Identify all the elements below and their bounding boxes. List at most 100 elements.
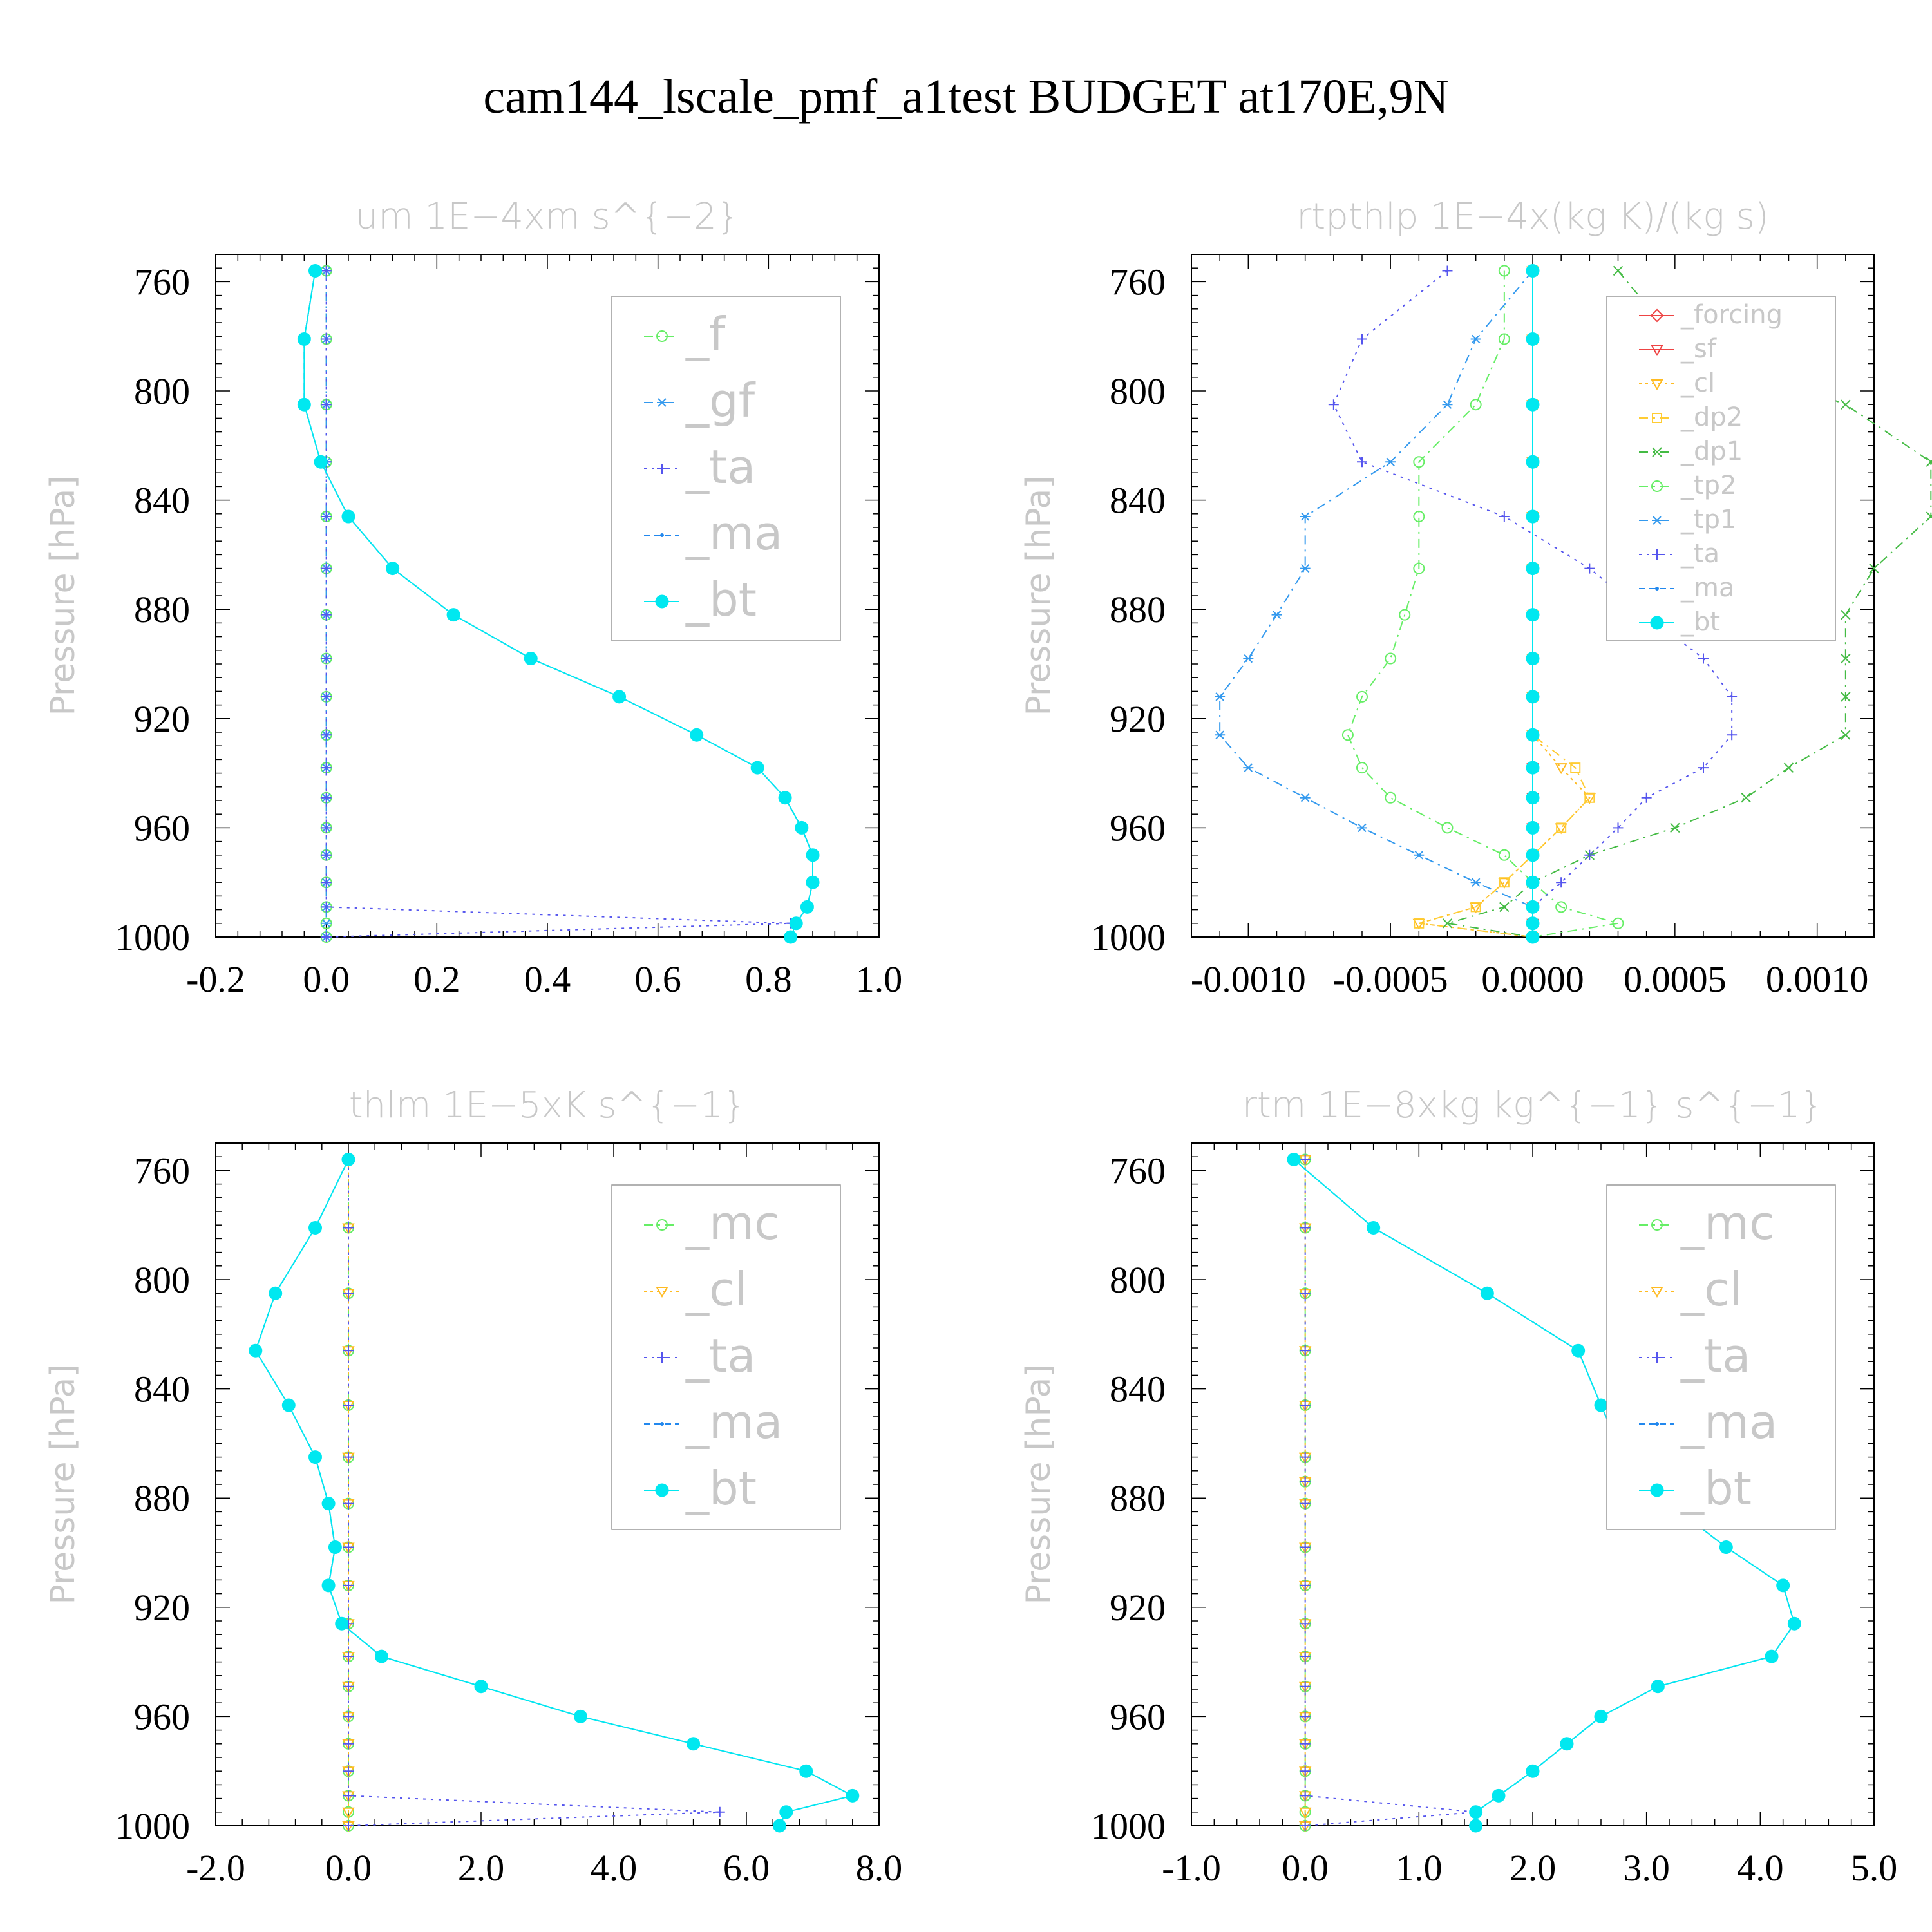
point_dp1-marker xyxy=(1841,609,1851,620)
point_dp1-marker xyxy=(1841,399,1851,410)
x-tick-label: 2.0 xyxy=(1510,1847,1557,1889)
x-tick-label: 3.0 xyxy=(1623,1847,1670,1889)
legend: _mc _cl _ta _ma _bt xyxy=(611,1184,841,1530)
x-tick-label: 6.0 xyxy=(723,1847,770,1889)
series-line_ta xyxy=(1332,270,1733,937)
series_cl xyxy=(1412,266,1596,944)
point_bt-marker xyxy=(1526,761,1540,775)
point_cl-marker xyxy=(1498,878,1511,889)
legend-item: _mc xyxy=(1639,1196,1775,1250)
point_bt-marker xyxy=(1526,509,1540,524)
y-axis-label: Pressure [hPa] xyxy=(1019,476,1058,716)
series_bt xyxy=(1526,263,1540,944)
point_ta-marker xyxy=(1300,1821,1311,1831)
point_cl-marker xyxy=(1555,763,1567,775)
y-tick-label: 960 xyxy=(1110,1696,1166,1738)
point_bt-marker xyxy=(773,1819,786,1833)
point_tp1-marker xyxy=(1271,610,1282,620)
point_tp2-marker xyxy=(1413,562,1425,574)
point_bt-marker xyxy=(1560,1737,1574,1751)
point_tp2-marker xyxy=(1385,652,1397,665)
point_bt-marker xyxy=(328,1540,342,1555)
x-tick-label: 0.0005 xyxy=(1624,958,1727,1000)
legend-item: _dp1 xyxy=(1639,437,1743,466)
legend-marker xyxy=(656,1287,668,1298)
legend-marker xyxy=(1651,480,1663,492)
legend-label: _mc xyxy=(685,1196,780,1250)
legend-item: _ma xyxy=(644,506,782,560)
y-tick-label: 840 xyxy=(134,480,190,522)
y-tick-label: 1000 xyxy=(1091,1805,1166,1847)
legend-item: _bt xyxy=(644,573,757,627)
legend-label: _ta xyxy=(1680,539,1719,569)
y-axis-label: Pressure [hPa] xyxy=(44,1365,82,1605)
point_bt-marker xyxy=(297,332,311,346)
legend-label: _cl xyxy=(1680,368,1715,398)
point_tp2-marker xyxy=(1441,822,1454,834)
legend-marker xyxy=(1650,616,1664,630)
series_bt xyxy=(249,1152,860,1833)
point_ta-marker xyxy=(1328,399,1339,410)
point_bt-marker xyxy=(1526,455,1540,469)
point_ta-marker xyxy=(321,877,332,888)
figure-title: cam144_lscale_pmf_a1test BUDGET at170E,9… xyxy=(483,70,1448,124)
y-axis-label: Pressure [hPa] xyxy=(44,476,82,716)
series_ta xyxy=(1300,1154,1481,1831)
point_dp2-marker xyxy=(1556,822,1567,833)
point_tp2-marker xyxy=(1555,901,1567,913)
legend-label: _ma xyxy=(1680,1395,1777,1449)
legend-label: _f xyxy=(685,307,726,361)
point_ta-marker xyxy=(1442,265,1453,276)
point_tp2-marker xyxy=(1413,456,1425,468)
legend-marker xyxy=(1651,379,1663,391)
legend-marker xyxy=(656,1219,668,1231)
legend-marker xyxy=(1655,1422,1659,1426)
legend-item: _ma xyxy=(1639,573,1734,603)
point_dp2-marker xyxy=(1584,792,1595,803)
point_bt-marker xyxy=(1526,916,1540,931)
legend: _mc _cl _ta _ma _bt xyxy=(1606,1184,1836,1530)
legend-label: _bt xyxy=(685,1461,757,1515)
point_bt-marker xyxy=(778,791,792,805)
y-tick-label: 760 xyxy=(134,261,190,303)
x-tick-label: 4.0 xyxy=(591,1847,638,1889)
point_ta-marker xyxy=(321,792,332,803)
x-tick-label: 1.0 xyxy=(856,958,903,1000)
point_tp2-marker xyxy=(1385,791,1397,804)
point_ta-marker xyxy=(1300,1288,1311,1299)
series-line_bt xyxy=(254,1159,855,1826)
legend-box xyxy=(611,296,841,641)
x-tick-label: 2.0 xyxy=(458,1847,505,1889)
legend-item: _bt xyxy=(1639,1461,1752,1515)
y-tick-label: 760 xyxy=(1110,1150,1166,1191)
point_ta-marker xyxy=(321,265,332,276)
legend-label: _gf xyxy=(685,374,756,428)
legend-label: _tp2 xyxy=(1680,471,1737,500)
legend-item: _ta xyxy=(644,440,755,494)
point_bt-marker xyxy=(800,900,814,914)
y-tick-label: 920 xyxy=(134,1587,190,1629)
point_ta-marker xyxy=(321,691,332,702)
point_tp2-marker xyxy=(1413,511,1425,523)
point_bt-marker xyxy=(297,397,311,412)
panel-2: rtpthlp 1E−4x(kg K)/(kg s) Pressure [hPa]… xyxy=(1019,196,1932,1000)
legend-label: _forcing xyxy=(1680,300,1783,330)
panel-title: um 1E−4xm s^{−2} xyxy=(355,196,740,238)
point_ta-marker xyxy=(321,609,332,620)
point_gf-marker xyxy=(321,919,332,928)
legend-item: _tp2 xyxy=(1639,471,1737,500)
legend-item: _cl xyxy=(1639,368,1715,398)
point_bt-marker xyxy=(1526,930,1540,944)
point_ta-marker xyxy=(1300,1618,1311,1629)
point_dp1-marker xyxy=(1869,563,1879,574)
point_tp2-marker xyxy=(1399,609,1411,621)
point_bt-marker xyxy=(308,1220,322,1235)
point_ta-marker xyxy=(321,849,332,860)
y-tick-label: 1000 xyxy=(1091,916,1166,958)
point_ta-marker xyxy=(343,1345,354,1356)
point_ta-marker xyxy=(343,1580,354,1591)
point_bt-marker xyxy=(799,1764,813,1778)
point_dp1-marker xyxy=(1926,457,1932,467)
legend-marker xyxy=(657,1352,667,1363)
point_bt-marker xyxy=(1765,1649,1779,1663)
